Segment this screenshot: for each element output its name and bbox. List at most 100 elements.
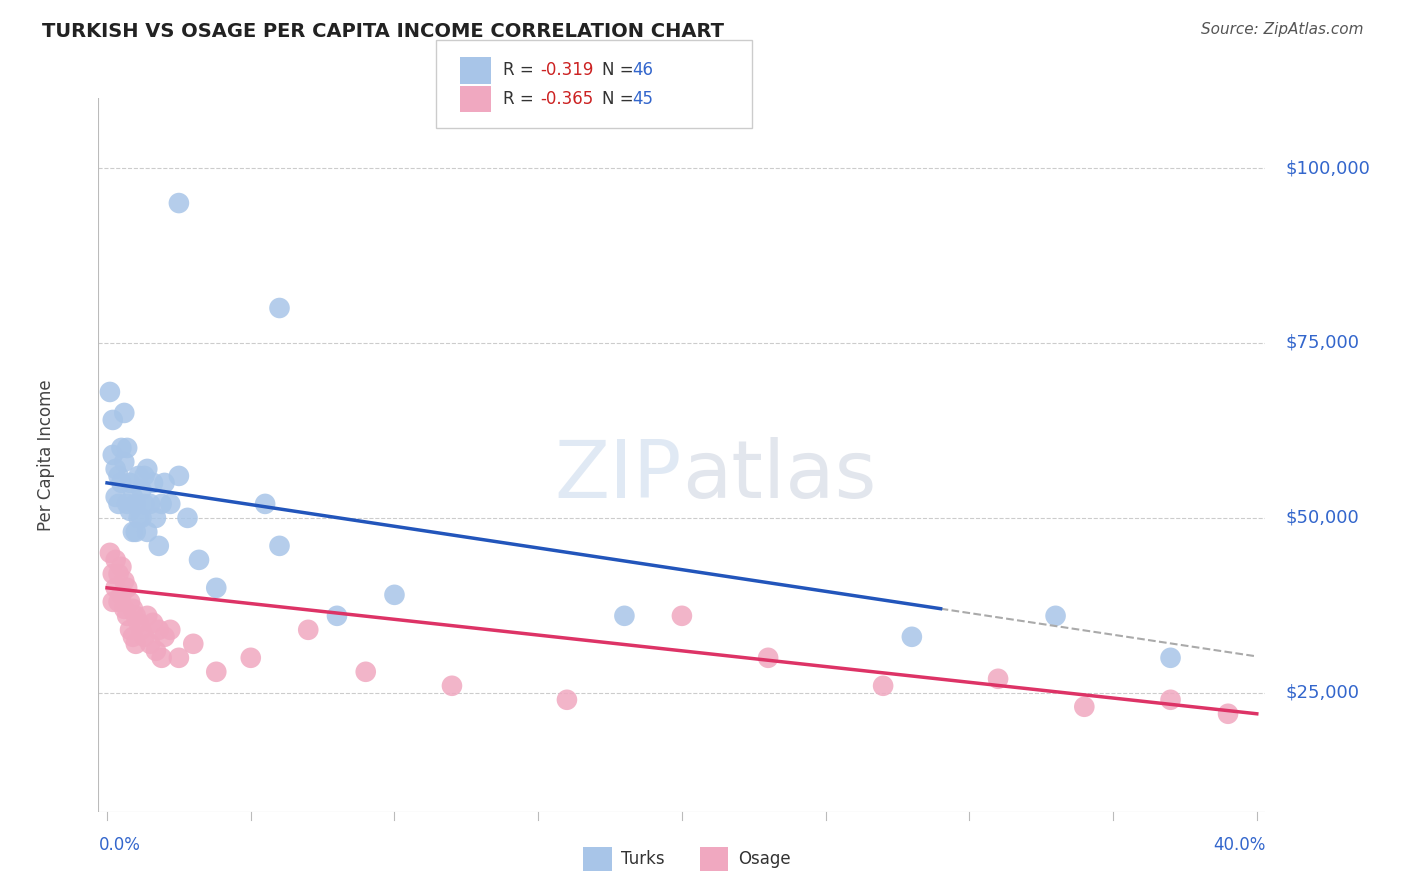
Text: -0.365: -0.365 <box>540 90 593 108</box>
Point <box>1073 699 1095 714</box>
Point <box>354 665 377 679</box>
Point <box>150 497 173 511</box>
Point <box>139 637 162 651</box>
Text: Source: ZipAtlas.com: Source: ZipAtlas.com <box>1201 22 1364 37</box>
Point <box>131 511 153 525</box>
Point <box>101 566 124 581</box>
Point <box>613 608 636 623</box>
Text: atlas: atlas <box>682 437 876 516</box>
Point <box>125 637 148 651</box>
Point <box>142 615 165 630</box>
Text: $25,000: $25,000 <box>1285 684 1360 702</box>
Point <box>326 608 349 623</box>
Point <box>136 462 159 476</box>
Point <box>112 574 135 588</box>
Point <box>181 637 204 651</box>
Point <box>150 650 173 665</box>
Point <box>188 553 211 567</box>
Point <box>122 524 145 539</box>
Point <box>122 490 145 504</box>
Point <box>440 679 463 693</box>
Point <box>136 524 159 539</box>
Text: R =: R = <box>503 90 540 108</box>
Point <box>104 490 127 504</box>
Point <box>118 623 141 637</box>
Text: $50,000: $50,000 <box>1285 508 1360 527</box>
Point <box>176 511 198 525</box>
Point <box>110 441 132 455</box>
Point <box>122 630 145 644</box>
Text: N =: N = <box>602 90 638 108</box>
Text: 45: 45 <box>633 90 654 108</box>
Point <box>101 595 124 609</box>
Point <box>98 546 121 560</box>
Point <box>145 644 167 658</box>
Text: TURKISH VS OSAGE PER CAPITA INCOME CORRELATION CHART: TURKISH VS OSAGE PER CAPITA INCOME CORRE… <box>42 22 724 41</box>
Point <box>159 623 181 637</box>
Point <box>112 602 135 616</box>
Point <box>555 693 578 707</box>
Point <box>148 539 170 553</box>
Point <box>134 469 156 483</box>
Point <box>756 650 779 665</box>
Point <box>104 581 127 595</box>
Point <box>167 469 190 483</box>
Point <box>148 623 170 637</box>
Point <box>142 475 165 490</box>
Point <box>128 469 150 483</box>
Point <box>205 581 228 595</box>
Text: $100,000: $100,000 <box>1285 159 1371 178</box>
Point <box>1045 608 1067 623</box>
Point <box>239 650 262 665</box>
Point <box>107 595 129 609</box>
Point <box>125 497 148 511</box>
Text: Turks: Turks <box>621 850 665 868</box>
Point <box>167 650 190 665</box>
Point <box>671 608 693 623</box>
Point <box>107 497 129 511</box>
Point <box>104 553 127 567</box>
Text: R =: R = <box>503 62 540 79</box>
Point <box>125 524 148 539</box>
Text: 46: 46 <box>633 62 654 79</box>
Text: Per Capita Income: Per Capita Income <box>37 379 55 531</box>
Point <box>98 384 121 399</box>
Point <box>118 504 141 518</box>
Text: $75,000: $75,000 <box>1285 334 1360 352</box>
Text: 0.0%: 0.0% <box>98 836 141 855</box>
Point <box>128 511 150 525</box>
Point <box>297 623 319 637</box>
Point <box>136 608 159 623</box>
Text: Osage: Osage <box>738 850 790 868</box>
Point <box>134 630 156 644</box>
Point <box>1160 693 1182 707</box>
Text: -0.319: -0.319 <box>540 62 593 79</box>
Point <box>101 413 124 427</box>
Point <box>110 559 132 574</box>
Point <box>128 615 150 630</box>
Point <box>131 623 153 637</box>
Point <box>139 497 162 511</box>
Point <box>384 588 406 602</box>
Point <box>134 497 156 511</box>
Point <box>901 630 924 644</box>
Point <box>153 630 176 644</box>
Point <box>101 448 124 462</box>
Point <box>131 483 153 497</box>
Point <box>145 511 167 525</box>
Point <box>1160 650 1182 665</box>
Point <box>125 608 148 623</box>
Point <box>205 665 228 679</box>
Point <box>872 679 894 693</box>
Point <box>110 588 132 602</box>
Point <box>153 475 176 490</box>
Point <box>115 497 138 511</box>
Text: 40.0%: 40.0% <box>1213 836 1265 855</box>
Point <box>987 672 1010 686</box>
Point <box>167 196 190 211</box>
Point <box>112 455 135 469</box>
Text: N =: N = <box>602 62 638 79</box>
Point <box>269 539 291 553</box>
Point <box>115 608 138 623</box>
Point <box>122 602 145 616</box>
